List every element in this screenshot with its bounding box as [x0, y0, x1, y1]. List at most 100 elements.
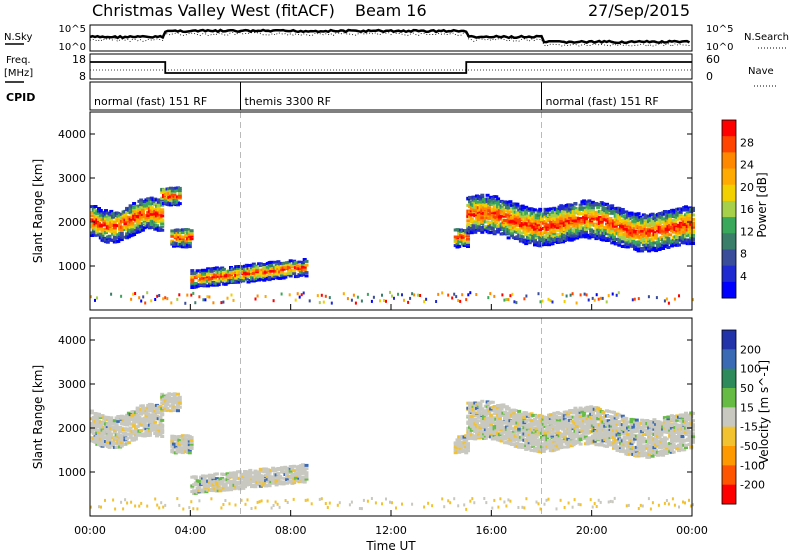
heatmap-cell	[541, 429, 546, 433]
heatmap-cell	[229, 273, 233, 277]
heatmap-cell	[97, 431, 101, 435]
heatmap-cell	[518, 423, 523, 427]
heatmap-cell	[605, 421, 609, 425]
heatmap-cell	[95, 422, 100, 426]
heatmap-cell	[547, 427, 551, 431]
heatmap-cell	[607, 294, 610, 298]
heatmap-cell	[573, 406, 578, 410]
heatmap-cell	[253, 485, 258, 489]
heatmap-cell	[146, 216, 151, 220]
heatmap-cell	[536, 223, 541, 227]
heatmap-cell	[133, 204, 138, 208]
heatmap-cell	[149, 427, 154, 431]
heatmap-cell	[153, 424, 158, 428]
heatmap-cell	[633, 244, 638, 248]
heatmap-cell	[300, 293, 303, 297]
heatmap-cell	[666, 239, 671, 243]
heatmap-cell	[149, 403, 154, 406]
heatmap-cell	[158, 433, 163, 437]
heatmap-cell	[209, 269, 214, 273]
heatmap-cell	[391, 294, 393, 298]
heatmap-cell	[617, 420, 622, 424]
heatmap-cell	[580, 421, 585, 425]
heatmap-cell	[135, 413, 140, 417]
heatmap-cell	[151, 207, 156, 211]
velocity-marks	[90, 318, 695, 516]
heatmap-cell	[566, 218, 571, 222]
heatmap-cell	[130, 231, 135, 235]
heatmap-cell	[177, 186, 182, 190]
heatmap-cell	[218, 271, 223, 275]
heatmap-cell	[297, 469, 302, 473]
heatmap-cell	[140, 210, 145, 214]
heatmap-cell	[174, 399, 179, 403]
heatmap-cell	[243, 274, 247, 278]
heatmap-cell	[413, 293, 416, 297]
heatmap-cell	[244, 277, 249, 280]
heatmap-cell	[133, 224, 138, 228]
heatmap-cell	[186, 293, 189, 297]
heatmap-cell	[182, 448, 187, 452]
heatmap-cell	[112, 223, 117, 227]
heatmap-cell	[678, 210, 683, 214]
y-tick-label: 4000	[58, 128, 86, 141]
heatmap-cell	[462, 240, 467, 244]
heatmap-cell	[548, 421, 553, 425]
heatmap-cell	[634, 214, 639, 218]
heatmap-cell	[583, 435, 588, 439]
heatmap-cell	[612, 441, 616, 445]
heatmap-cell	[533, 239, 537, 243]
heatmap-cell	[144, 416, 149, 420]
heatmap-cell	[286, 260, 291, 264]
heatmap-cell	[155, 407, 159, 411]
heatmap-cell	[595, 293, 598, 297]
power-ylabel: Slant Range [km]	[31, 159, 45, 263]
heatmap-cell	[555, 235, 560, 238]
heatmap-cell	[511, 292, 514, 296]
heatmap-cell	[531, 444, 536, 448]
heatmap-cell	[559, 221, 564, 225]
heatmap-cell	[575, 426, 580, 430]
heatmap-cell	[615, 293, 618, 297]
noise-panel: N.Sky 10^5 10^0 10^5 10^0 N.Search	[4, 24, 789, 53]
heatmap-cell	[492, 416, 497, 420]
heatmap-cell	[480, 213, 485, 217]
heatmap-cell	[156, 198, 161, 202]
heatmap-cell	[320, 293, 323, 297]
heatmap-cell	[116, 211, 121, 215]
nsearch-label: N.Search	[744, 32, 789, 43]
heatmap-cell	[138, 296, 141, 300]
heatmap-cell	[583, 235, 588, 239]
heatmap-cell	[123, 443, 128, 446]
heatmap-cell	[285, 478, 290, 482]
heatmap-cell	[538, 450, 543, 454]
heatmap-cell	[383, 299, 385, 302]
heatmap-cell	[603, 226, 608, 229]
heatmap-cell	[525, 294, 528, 298]
heatmap-cell	[583, 211, 588, 215]
heatmap-cell	[111, 425, 116, 429]
heatmap-cell	[379, 299, 381, 303]
heatmap-cell	[582, 414, 587, 417]
heatmap-cell	[125, 432, 130, 436]
heatmap-cell	[524, 431, 529, 435]
heatmap-cell	[464, 451, 469, 455]
heatmap-cell	[202, 276, 207, 280]
heatmap-cell	[142, 214, 147, 218]
heatmap-cell	[142, 421, 147, 425]
heatmap-cell	[677, 243, 681, 247]
heatmap-cell	[295, 264, 300, 268]
heatmap-cell	[566, 425, 571, 429]
heatmap-cell	[668, 225, 673, 229]
heatmap-cell	[177, 442, 182, 446]
heatmap-cell	[172, 435, 176, 438]
heatmap-cell	[525, 425, 530, 429]
heatmap-cell	[468, 200, 472, 204]
heatmap-cell	[112, 228, 117, 232]
heatmap-cell	[156, 206, 161, 210]
heatmap-cell	[262, 263, 267, 266]
heatmap-cell	[98, 423, 103, 427]
heatmap-cell	[590, 208, 595, 212]
heatmap-cell	[199, 283, 204, 287]
